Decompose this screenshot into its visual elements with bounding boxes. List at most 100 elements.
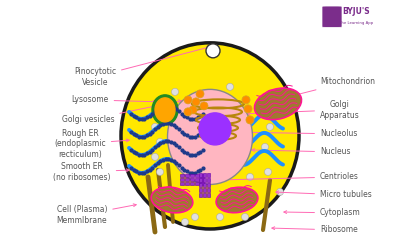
Point — [176, 127, 182, 131]
Circle shape — [242, 96, 250, 104]
Bar — [203, 173, 206, 177]
Bar — [199, 188, 202, 192]
Point — [186, 117, 193, 120]
Point — [170, 105, 177, 109]
Bar — [207, 193, 210, 197]
Bar — [203, 183, 206, 187]
Point — [141, 135, 148, 139]
Point — [178, 130, 185, 134]
Point — [194, 152, 201, 155]
Point — [194, 134, 201, 137]
Bar — [185, 174, 189, 177]
Point — [130, 168, 137, 172]
Circle shape — [246, 116, 254, 124]
Point — [197, 132, 204, 136]
Circle shape — [276, 188, 284, 195]
Ellipse shape — [121, 43, 299, 229]
Point — [162, 103, 169, 107]
Point — [192, 171, 198, 174]
Point — [157, 159, 164, 163]
Bar — [190, 182, 194, 185]
Text: Smooth ER
(no ribosomes): Smooth ER (no ribosomes) — [53, 162, 129, 182]
Point — [192, 135, 198, 139]
Circle shape — [184, 96, 192, 104]
Point — [200, 166, 206, 170]
Ellipse shape — [155, 98, 175, 122]
Point — [146, 150, 153, 154]
Circle shape — [200, 102, 208, 110]
Bar — [207, 178, 210, 182]
Bar — [180, 174, 184, 177]
Point — [138, 153, 145, 157]
Point — [184, 169, 190, 173]
Ellipse shape — [254, 88, 302, 120]
Point — [157, 105, 164, 109]
Point — [128, 112, 134, 115]
Point — [149, 166, 156, 170]
Point — [200, 130, 206, 134]
Point — [128, 148, 134, 152]
Bar — [190, 178, 194, 181]
Point — [138, 171, 145, 175]
Circle shape — [156, 188, 164, 195]
Text: Rough ER
(endoplasmic
recticulum): Rough ER (endoplasmic recticulum) — [54, 129, 129, 159]
Point — [144, 134, 150, 137]
Circle shape — [192, 98, 200, 106]
Point — [192, 117, 198, 120]
Point — [184, 152, 190, 155]
Point — [149, 148, 156, 152]
Text: Nucleus: Nucleus — [252, 147, 350, 156]
Point — [165, 121, 172, 125]
Circle shape — [172, 88, 178, 95]
Point — [152, 109, 158, 113]
Point — [186, 135, 193, 139]
Point — [181, 168, 188, 172]
Point — [200, 148, 206, 152]
Bar — [199, 193, 202, 197]
Circle shape — [152, 154, 158, 161]
Circle shape — [156, 168, 164, 175]
Circle shape — [199, 113, 231, 145]
Point — [173, 143, 180, 147]
Point — [141, 117, 148, 120]
Text: Pinocytotic
Vesicle: Pinocytotic Vesicle — [74, 46, 210, 87]
Bar — [203, 193, 206, 197]
Point — [160, 140, 166, 144]
Point — [136, 117, 142, 120]
Point — [178, 112, 185, 115]
Bar — [200, 174, 204, 177]
Point — [194, 115, 201, 119]
Point — [168, 104, 174, 108]
Bar — [190, 174, 194, 177]
Bar — [200, 182, 204, 185]
Bar — [207, 188, 210, 192]
Bar — [203, 178, 206, 182]
Text: Lysosome: Lysosome — [71, 95, 156, 104]
Point — [130, 114, 137, 118]
Circle shape — [206, 44, 220, 58]
Point — [176, 109, 182, 113]
Point — [141, 153, 148, 156]
Point — [136, 171, 142, 174]
Text: Nucleolus: Nucleolus — [226, 129, 357, 138]
Point — [133, 169, 140, 173]
Point — [162, 139, 169, 143]
Text: Ribosome: Ribosome — [272, 226, 358, 234]
Point — [181, 150, 188, 154]
Point — [160, 104, 166, 108]
Point — [133, 115, 140, 119]
Circle shape — [152, 123, 158, 130]
Point — [160, 122, 166, 126]
Point — [170, 123, 177, 127]
Point — [144, 169, 150, 173]
Bar — [199, 183, 202, 187]
Point — [176, 163, 182, 167]
Text: The Learning App: The Learning App — [339, 21, 373, 25]
Bar — [180, 178, 184, 181]
Text: Cytoplasm: Cytoplasm — [284, 208, 361, 217]
Point — [165, 103, 172, 107]
Point — [200, 112, 206, 115]
Bar — [203, 188, 206, 192]
Text: Animal Cell: Animal Cell — [6, 8, 111, 27]
Point — [186, 153, 193, 156]
